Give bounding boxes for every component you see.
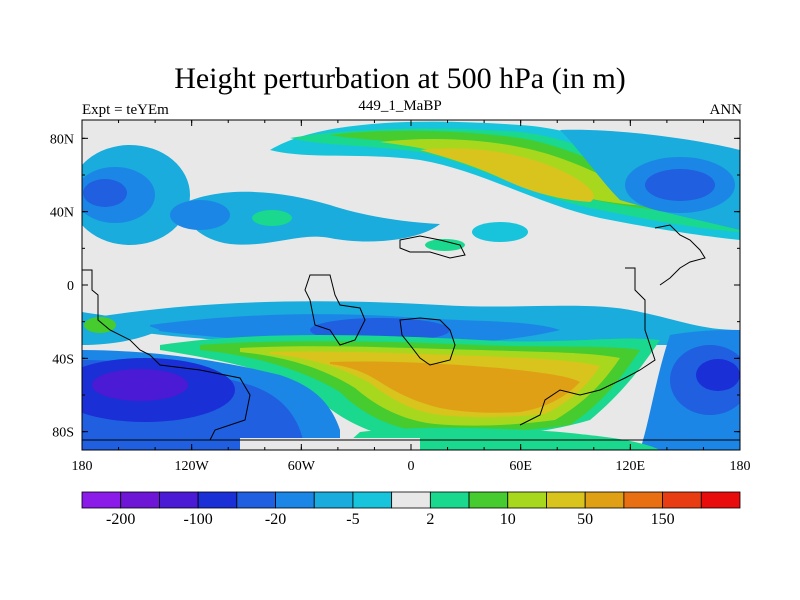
nh-positive-small xyxy=(252,210,292,226)
colorbar-swatch xyxy=(584,491,625,509)
colorbar-swatch xyxy=(507,491,547,509)
coastline-europe xyxy=(399,235,466,259)
colorbar-label: -5 xyxy=(346,511,359,528)
colorbar-label: -100 xyxy=(183,511,212,528)
coastline-maritime xyxy=(654,224,706,286)
colorbar-swatch xyxy=(468,491,509,509)
y-tick-label: 40S xyxy=(52,352,74,367)
season-label: ANN xyxy=(709,102,743,118)
x-tick-label: 60E xyxy=(509,459,532,474)
nh-negative-east-deep xyxy=(645,169,715,201)
x-tick-label: 180 xyxy=(730,459,751,474)
colorbar-label: 50 xyxy=(577,511,593,528)
nh-positive-yellow xyxy=(420,148,594,202)
colorbar-label: -200 xyxy=(106,511,135,528)
tropical-green xyxy=(425,239,465,251)
nh-negative-west-deep xyxy=(83,179,127,207)
coastline-asia xyxy=(519,267,656,426)
x-tick-label: 0 xyxy=(408,459,415,474)
experiment-label: Expt = teYEm xyxy=(82,102,169,118)
coastline-south-america xyxy=(82,269,251,441)
colorbar-swatch xyxy=(546,491,586,509)
sh-west-margin-green xyxy=(84,317,116,333)
colorbar-swatch xyxy=(197,491,238,509)
south-edge-gray xyxy=(240,438,420,450)
colorbar-swatch xyxy=(391,491,431,509)
colorbar-swatch xyxy=(275,491,315,509)
contour-fields xyxy=(82,121,740,450)
x-tick-label: 180 xyxy=(72,459,93,474)
nh-mid-blue xyxy=(472,222,528,242)
colorbar-label: 10 xyxy=(500,511,516,528)
x-tick-label: 120W xyxy=(175,459,210,474)
y-tick-label: 0 xyxy=(67,279,74,294)
coastline-africa-west xyxy=(304,274,366,346)
colorbar-swatch xyxy=(81,491,122,509)
nh-negative-mid xyxy=(180,191,440,245)
colorbar-label: 2 xyxy=(426,511,434,528)
colorbar-swatch xyxy=(662,491,702,509)
coastline-africa xyxy=(399,317,456,366)
y-axis: 80N 40N 0 40S 80S xyxy=(50,132,740,441)
map-title: Height perturbation at 500 hPa (in m) xyxy=(174,62,626,95)
colorbar-label: 150 xyxy=(651,511,675,528)
coastlines xyxy=(82,224,740,441)
x-axis: 180 120W 60W 0 60E 120E 180 xyxy=(72,120,751,474)
period-label: 449_1_MaBP xyxy=(358,98,442,114)
x-tick-label: 60W xyxy=(288,459,316,474)
colorbar-label: -20 xyxy=(265,511,286,528)
sh-negative-east-deep xyxy=(696,359,740,391)
map-plot-area xyxy=(81,119,741,451)
colorbar: -200 -100 -20 -5 2 10 50 150 xyxy=(81,491,741,528)
colorbar-swatch xyxy=(429,491,470,509)
colorbar-swatch xyxy=(120,491,160,509)
colorbar-swatch xyxy=(700,491,741,509)
x-tick-label: 120E xyxy=(616,459,646,474)
colorbar-swatch xyxy=(352,491,393,509)
colorbar-swatch xyxy=(313,491,354,509)
sh-negative-west-deepest xyxy=(92,369,188,401)
y-tick-label: 80S xyxy=(52,426,74,441)
sh-positive-band-orange xyxy=(330,361,580,413)
nh-negative-mid-core xyxy=(170,200,230,230)
y-tick-label: 80N xyxy=(50,132,74,147)
y-tick-label: 40N xyxy=(50,206,74,221)
colorbar-swatch xyxy=(623,491,663,509)
colorbar-swatch xyxy=(159,491,199,509)
colorbar-swatch xyxy=(236,491,276,509)
